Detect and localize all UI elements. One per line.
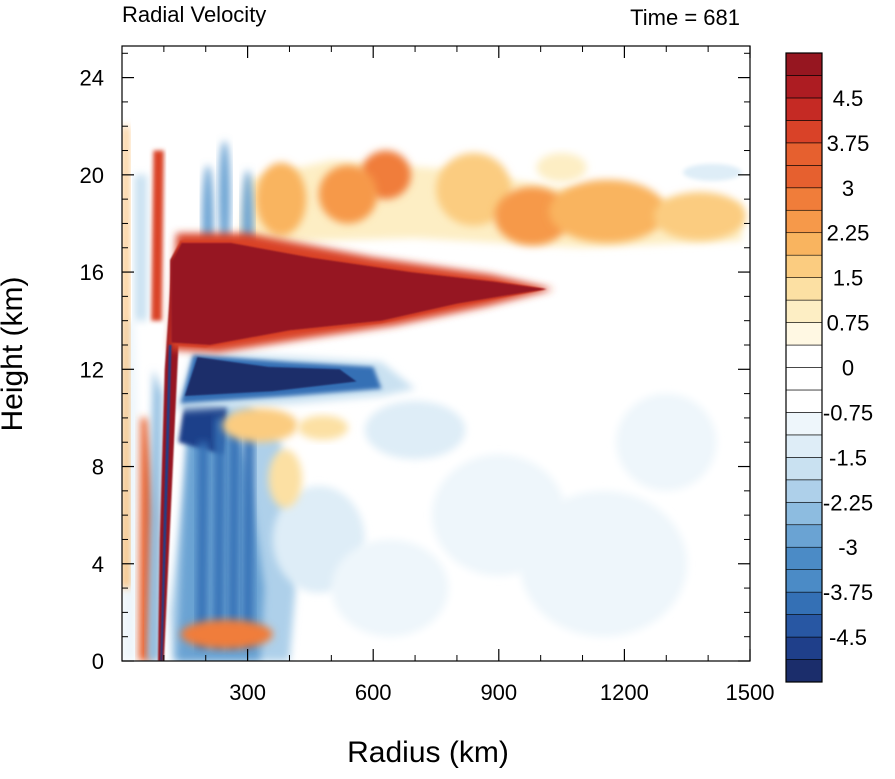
colorbar-label: 4.5 <box>833 86 864 111</box>
colorbar-swatch <box>785 165 823 189</box>
lower-inflow-strong <box>178 400 227 455</box>
colorbar-label: 0.75 <box>827 311 870 336</box>
colorbar: 4.5 3.75 3 2.25 1.5 0.75 0 -0.75 -1.5 -2.25 -3 -3.7… <box>785 52 873 683</box>
upper-outflow-patch-2 <box>318 165 378 224</box>
upper-outflow-patch-6 <box>549 179 667 243</box>
colorbar-swatch <box>785 75 823 99</box>
y-axis-label: Height (km) <box>0 276 29 431</box>
colorbar-label: -1.5 <box>829 445 867 470</box>
outflow-jet-core <box>171 242 545 345</box>
colorbar-swatch <box>785 367 823 391</box>
colorbar-swatch <box>785 389 823 413</box>
y-tick-label: 16 <box>80 260 104 285</box>
x-tick-label: 1500 <box>726 680 775 705</box>
upper-outflow-patch-7 <box>653 191 746 241</box>
upper-outflow-patch-3 <box>255 162 307 236</box>
colorbar-label: 3.75 <box>827 131 870 156</box>
axis-outflow-high <box>151 150 164 321</box>
eye-inflow-sliver <box>160 345 172 661</box>
colorbar-swatch <box>785 524 823 548</box>
colorbar-swatch <box>785 142 823 166</box>
colorbar-label: -3 <box>838 535 858 560</box>
axis-outflow-left <box>122 126 130 589</box>
colorbar-label: 1.5 <box>833 266 864 291</box>
colorbar-label: 2.25 <box>827 221 870 246</box>
mid-inflow-core <box>184 357 357 396</box>
colorbar-swatch <box>785 412 823 436</box>
inflow-streak-3 <box>242 417 255 649</box>
colorbar-swatch <box>785 546 823 570</box>
upper-inflow-streak-0 <box>218 140 231 258</box>
colorbar-swatch <box>785 591 823 615</box>
plot-frame <box>121 45 751 662</box>
far-inflow-patch-6 <box>364 400 466 460</box>
y-tick-label: 12 <box>80 357 104 382</box>
upper-inflow-patch <box>683 163 742 181</box>
colorbar-label: -3.75 <box>823 580 873 605</box>
inflow-streak-0 <box>196 442 209 649</box>
far-inflow-patch-5 <box>616 393 717 491</box>
colorbar-swatch <box>785 52 823 76</box>
colorbar-label: -2.25 <box>823 490 873 515</box>
chart-title-left: Radial Velocity <box>122 2 266 27</box>
far-inflow-patch-2 <box>331 539 449 637</box>
y-tick-label: 20 <box>80 163 104 188</box>
colorbar-swatch <box>785 97 823 121</box>
x-axis: 300 600 900 1200 1500 <box>163 46 775 705</box>
far-inflow-patch-4 <box>519 490 688 637</box>
colorbar-swatch <box>785 457 823 481</box>
colorbar-swatch <box>785 434 823 458</box>
x-tick-label: 1200 <box>600 680 649 705</box>
axis-inflow-low <box>147 369 162 661</box>
x-tick-label: 900 <box>480 680 517 705</box>
colorbar-label: 3 <box>842 176 854 201</box>
colorbar-swatch <box>785 232 823 256</box>
x-tick-label: 600 <box>355 680 392 705</box>
colorbar-swatch <box>785 209 823 234</box>
x-axis-label: Radius (km) <box>347 736 509 769</box>
colorbar-swatch <box>785 501 823 526</box>
y-axis: 0 4 8 12 16 20 24 <box>80 52 750 674</box>
colorbar-swatch <box>785 254 823 278</box>
colorbar-label: 0 <box>842 356 854 381</box>
heatmap-field <box>122 126 746 661</box>
mid-outflow-patch-1 <box>222 408 298 443</box>
inflow-streak-1 <box>213 417 225 649</box>
y-tick-label: 8 <box>92 455 104 480</box>
colorbar-swatch <box>785 344 823 368</box>
upper-outflow-patch-5 <box>494 186 570 246</box>
colorbar-swatch <box>785 614 823 638</box>
y-tick-label: 0 <box>92 649 104 674</box>
colorbar-swatch <box>785 299 823 323</box>
axis-inflow-upper <box>134 174 148 321</box>
y-tick-label: 4 <box>92 552 104 577</box>
upper-outflow-patch-4 <box>436 152 512 226</box>
colorbar-swatch <box>785 322 823 346</box>
x-tick-label: 300 <box>229 680 266 705</box>
colorbar-swatch <box>785 569 823 593</box>
y-tick-label: 24 <box>80 66 104 91</box>
colorbar-swatch <box>785 277 823 301</box>
mid-outflow-patch-2 <box>297 415 349 440</box>
colorbar-swatch <box>785 659 823 683</box>
upper-outflow-patch-8 <box>536 152 587 183</box>
colorbar-label: -4.5 <box>829 625 867 650</box>
lower-outflow-band <box>180 619 273 649</box>
inflow-streak-2 <box>227 430 240 649</box>
colorbar-label: -0.75 <box>823 400 873 425</box>
colorbar-swatch <box>785 187 823 211</box>
colorbar-swatch <box>785 636 823 660</box>
mid-outflow-patch-3 <box>268 449 303 508</box>
colorbar-swatch <box>785 120 823 144</box>
colorbar-frame <box>785 52 823 683</box>
chart-title-right: Time = 681 <box>630 5 740 30</box>
colorbar-swatch <box>785 479 823 503</box>
